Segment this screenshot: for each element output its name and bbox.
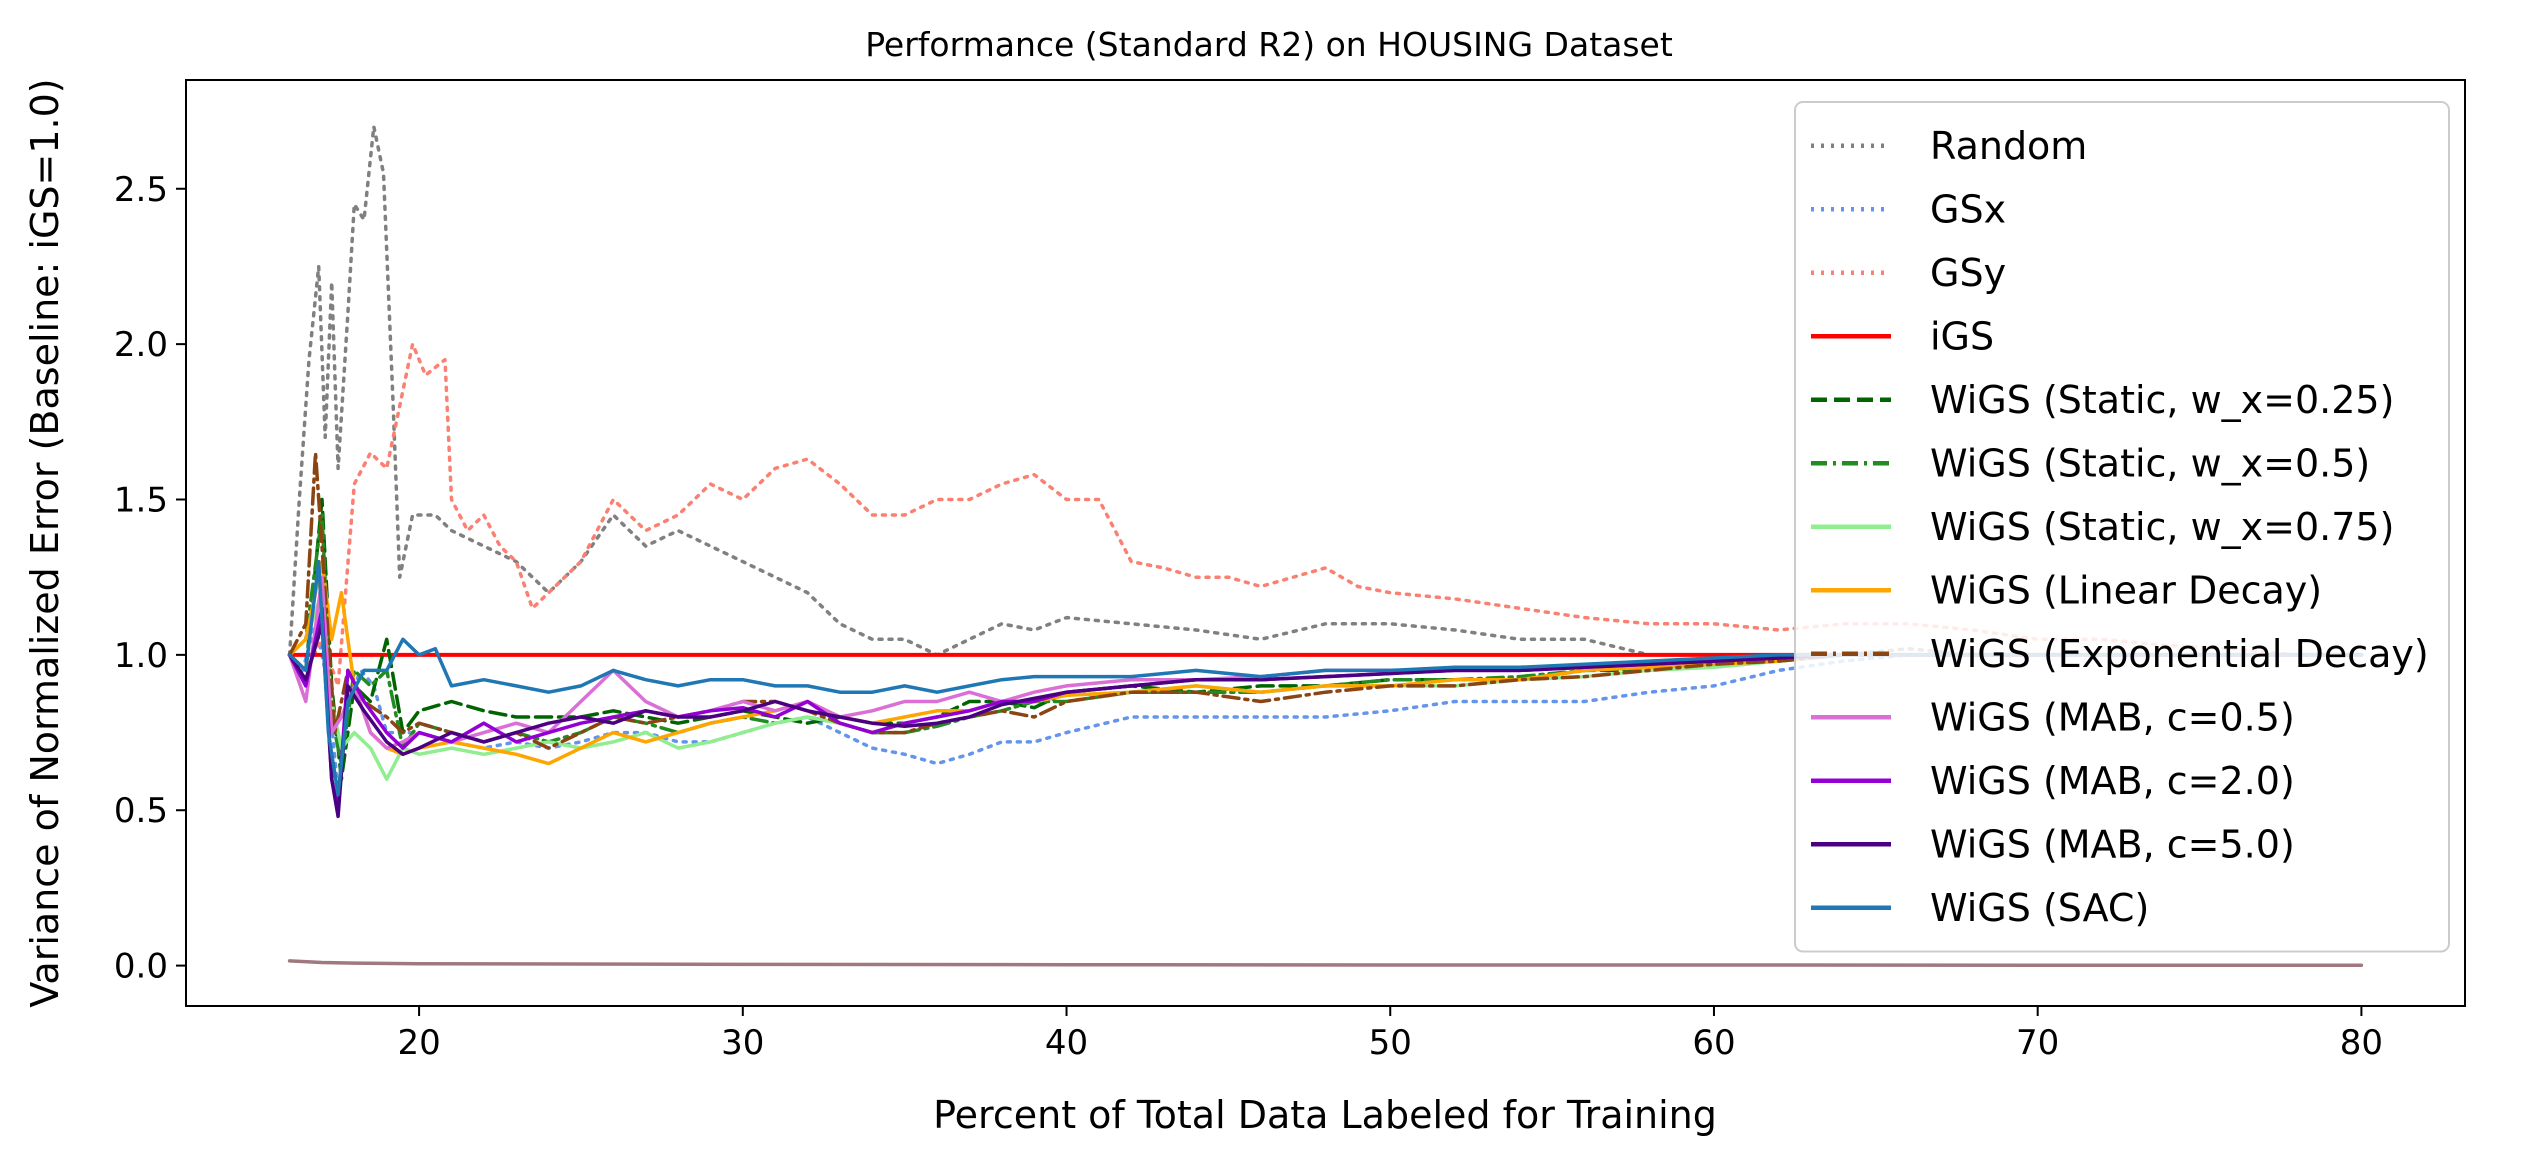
y-tick-label: 0.5	[114, 791, 168, 831]
legend-label: WiGS (MAB, c=0.5)	[1930, 695, 2295, 739]
legend-label: WiGS (Static, w_x=0.75)	[1930, 505, 2394, 549]
legend-label: iGS	[1930, 314, 1994, 358]
y-tick-label: 0.0	[114, 947, 168, 987]
legend-box	[1794, 101, 2450, 953]
legend-label: GSx	[1930, 187, 2006, 231]
y-axis: 0.0 0.5 1.0 1.5 2.0 2.5	[114, 170, 186, 987]
x-tick-label: 60	[1692, 1023, 1735, 1063]
legend-label: WiGS (Static, w_x=0.25)	[1930, 378, 2394, 422]
x-tick-label: 40	[1045, 1023, 1088, 1063]
legend: Random GSx GSy iGS WiGS (Static, w_x=0.25) Wi…	[1794, 101, 2450, 953]
legend-label: WiGS (Exponential Decay)	[1930, 632, 2429, 676]
legend-label: WiGS (Linear Decay)	[1930, 568, 2322, 612]
legend-label: WiGS (MAB, c=2.0)	[1930, 759, 2295, 803]
chart-title: Performance (Standard R2) on HOUSING Dat…	[865, 25, 1673, 64]
x-tick-label: 70	[2016, 1023, 2059, 1063]
y-axis-label: Variance of Normalized Error (Baseline: …	[23, 78, 67, 1007]
legend-label: GSy	[1930, 251, 2006, 295]
x-tick-label: 30	[721, 1023, 764, 1063]
legend-label: WiGS (SAC)	[1930, 886, 2149, 930]
x-tick-label: 50	[1369, 1023, 1412, 1063]
series-line-14	[287, 959, 2364, 968]
y-tick-label: 2.0	[114, 325, 168, 365]
y-tick-label: 2.5	[114, 170, 168, 210]
x-axis-label: Percent of Total Data Labeled for Traini…	[933, 1093, 1717, 1137]
x-tick-label: 20	[397, 1023, 440, 1063]
legend-label: WiGS (Static, w_x=0.5)	[1930, 441, 2370, 485]
legend-label: WiGS (MAB, c=5.0)	[1930, 822, 2295, 866]
y-tick-label: 1.5	[114, 480, 168, 520]
series-line-3	[287, 342, 2364, 688]
y-tick-label: 1.0	[114, 636, 168, 676]
x-tick-label: 80	[2340, 1023, 2383, 1063]
legend-label: Random	[1930, 124, 2087, 168]
plot-frame	[185, 79, 2466, 1007]
x-axis: 20 30 40 50 60 70 80	[397, 1006, 2383, 1063]
